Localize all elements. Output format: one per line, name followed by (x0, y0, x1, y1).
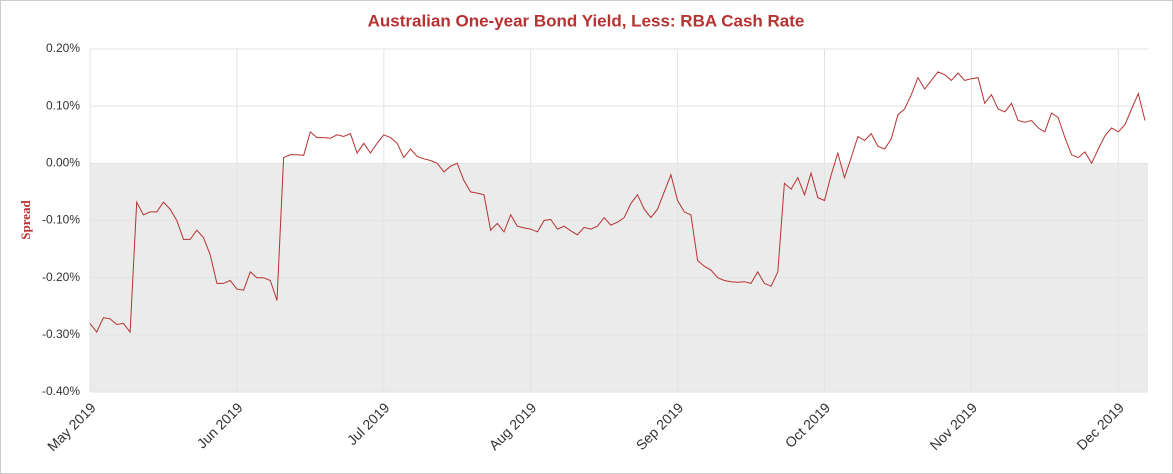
x-tick-label: Sep 2019 (633, 399, 687, 453)
x-tick-label: Nov 2019 (926, 399, 980, 453)
y-tick-label: 0.00% (46, 156, 80, 170)
x-tick-label: Dec 2019 (1073, 399, 1127, 453)
chart-title: Australian One-year Bond Yield, Less: RB… (368, 11, 805, 30)
x-tick-label: Oct 2019 (782, 399, 834, 451)
x-tick-label: Aug 2019 (486, 399, 540, 453)
x-tick-label: May 2019 (44, 399, 99, 454)
y-tick-label: -0.20% (42, 270, 80, 284)
y-axis-label: Spread (18, 199, 33, 239)
x-tick-label: Jun 2019 (194, 399, 246, 451)
y-tick-label: 0.10% (46, 98, 80, 112)
x-tick-label: Jul 2019 (344, 399, 393, 448)
data-line (89, 71, 1146, 334)
y-tick-label: 0.20% (46, 41, 80, 55)
y-tick-label: -0.30% (42, 327, 80, 341)
y-tick-label: -0.10% (42, 213, 80, 227)
y-tick-label: -0.40% (42, 384, 80, 398)
